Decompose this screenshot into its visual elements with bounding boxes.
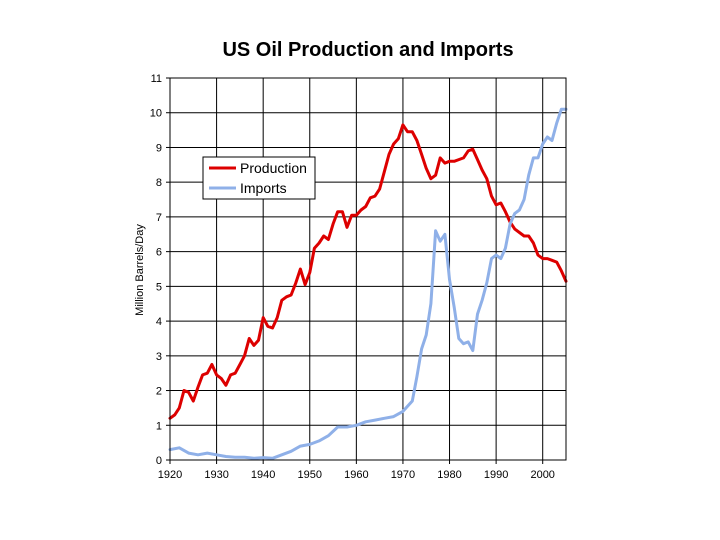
x-tick-label-1960: 1960 (344, 469, 368, 481)
y-tick-label-0: 0 (156, 455, 162, 467)
series-layer (168, 107, 568, 460)
y-tick-label-3: 3 (156, 351, 162, 363)
plot-frame (169, 77, 567, 461)
series-line-imports (168, 107, 568, 460)
x-tick-label-1990: 1990 (484, 469, 508, 481)
legend: Production Imports (202, 156, 316, 200)
y-tick-label-4: 4 (156, 316, 162, 328)
x-tick-label-1950: 1950 (298, 469, 322, 481)
y-axis-label: Million Barrels/Day (134, 224, 146, 316)
y-axis-ticks: 0 1 2 3 4 5 6 7 8 9 10 11 (150, 73, 170, 467)
chart-title: US Oil Production and Imports (222, 39, 513, 61)
x-axis-ticks: 1920 1930 1940 1950 1960 1970 1980 1990 2000 (158, 460, 555, 481)
y-tick-label-10: 10 (150, 108, 162, 120)
y-tick-label-8: 8 (156, 177, 162, 189)
x-tick-label-1970: 1970 (391, 469, 415, 481)
series-line-production (168, 123, 568, 420)
x-tick-label-1940: 1940 (251, 469, 275, 481)
y-tick-label-6: 6 (156, 247, 162, 259)
legend-label-imports: Imports (240, 180, 287, 196)
x-tick-label-1980: 1980 (437, 469, 461, 481)
legend-box (202, 156, 316, 200)
y-tick-label-9: 9 (156, 142, 162, 154)
y-tick-label-7: 7 (156, 212, 162, 224)
x-tick-label-2000: 2000 (530, 469, 554, 481)
y-tick-label-1: 1 (156, 420, 162, 432)
y-tick-label-11: 11 (151, 73, 162, 85)
legend-label-production: Production (240, 160, 307, 176)
x-tick-label-1930: 1930 (204, 469, 228, 481)
y-tick-label-5: 5 (156, 281, 162, 293)
y-tick-label-2: 2 (156, 386, 162, 398)
plot-area (170, 78, 566, 460)
x-tick-label-1920: 1920 (158, 469, 182, 481)
